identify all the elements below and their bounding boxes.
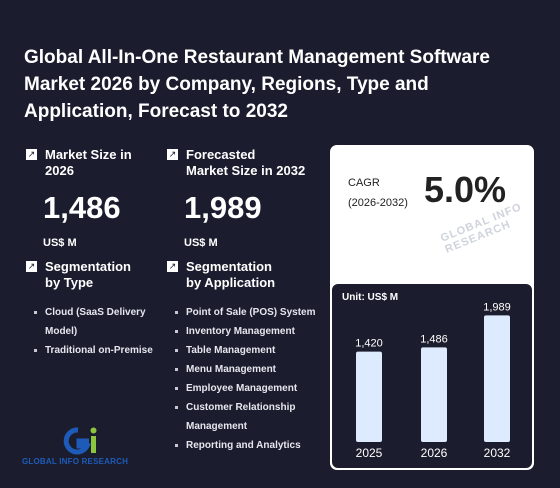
forecast-size-label-line1: Forecasted [186, 147, 256, 162]
logo-text: GLOBAL INFO RESEARCH [22, 457, 129, 466]
bar-2032 [484, 315, 510, 442]
cagr-chart-card: CAGR (2026-2032) 5.0% GLOBAL INFO RESEAR… [330, 145, 534, 470]
list-item: Inventory Management [175, 322, 327, 341]
list-item: Traditional on-Premise [34, 341, 156, 360]
tick-label-2026: 2026 [421, 446, 448, 460]
list-item: Table Management [175, 341, 327, 360]
market-size-label: Market Size in 2026 [45, 147, 132, 179]
forecast-size-value: 1,989 [184, 190, 262, 225]
bar-2026 [421, 347, 447, 442]
bar-chart-panel: Unit: US$ M 1,420 2025 1,486 2026 1,989 2032 [332, 284, 532, 468]
tick-label-2032: 2032 [484, 446, 511, 460]
list-item: Menu Management [175, 360, 327, 379]
list-item: Reporting and Analytics [175, 436, 327, 455]
segmentation-application-label-line2: by Application [186, 275, 276, 290]
segmentation-type-label: Segmentation by Type [45, 259, 131, 291]
data-label-2025: 1,420 [355, 338, 383, 350]
forecast-size-label-line2: Market Size in 2032 [186, 163, 306, 178]
chart-unit-label: Unit: US$ M [342, 292, 399, 303]
cagr-label-line1: CAGR [348, 177, 380, 189]
tick-label-2025: 2025 [356, 446, 383, 460]
arrow-up-right-icon: ↗ [167, 261, 178, 272]
gir-logo-icon [63, 427, 97, 455]
cagr-value: 5.0% [424, 169, 507, 210]
forecast-size-unit: US$ M [184, 237, 218, 249]
segmentation-application-list: Point of Sale (POS) System Inventory Man… [167, 303, 327, 455]
list-item: Customer Relationship Management [175, 398, 327, 436]
segmentation-application-label: Segmentation by Application [186, 259, 275, 291]
bar-2025 [356, 351, 382, 442]
segmentation-type-block: ↗ Segmentation by Type Cloud (SaaS Deliv… [26, 259, 156, 360]
data-label-2032: 1,989 [483, 301, 511, 313]
arrow-up-right-icon: ↗ [167, 149, 178, 160]
arrow-up-right-icon: ↗ [26, 261, 37, 272]
list-item: Employee Management [175, 379, 327, 398]
market-size-unit: US$ M [43, 237, 77, 249]
forecast-size-block: ↗ Forecasted Market Size in 2032 1,989 U… [167, 147, 305, 249]
segmentation-application-block: ↗ Segmentation by Application Point of S… [167, 259, 327, 455]
bar-chart: 1,420 2025 1,486 2026 1,989 2032 [355, 301, 511, 460]
data-label-2026: 1,486 [420, 333, 448, 345]
arrow-up-right-icon: ↗ [26, 149, 37, 160]
cagr-label-line2: (2026-2032) [348, 197, 408, 209]
market-size-label-line2: 2026 [45, 163, 74, 178]
segmentation-type-list: Cloud (SaaS Delivery Model) Traditional … [26, 303, 156, 360]
segmentation-application-label-line1: Segmentation [186, 259, 272, 274]
segmentation-type-label-line2: by Type [45, 275, 94, 290]
segmentation-type-label-line1: Segmentation [45, 259, 131, 274]
forecast-size-label: Forecasted Market Size in 2032 [186, 147, 305, 179]
logo: GLOBAL INFO RESEARCH [22, 424, 142, 468]
page-title: Global All-In-One Restaurant Management … [24, 47, 490, 122]
list-item: Cloud (SaaS Delivery Model) [34, 303, 156, 341]
market-size-label-line1: Market Size in [45, 147, 132, 162]
market-size-value: 1,486 [43, 190, 121, 225]
cagr-label: CAGR (2026-2032) [348, 173, 408, 213]
market-size-block: ↗ Market Size in 2026 1,486 US$ M [26, 147, 132, 249]
list-item: Point of Sale (POS) System [175, 303, 327, 322]
